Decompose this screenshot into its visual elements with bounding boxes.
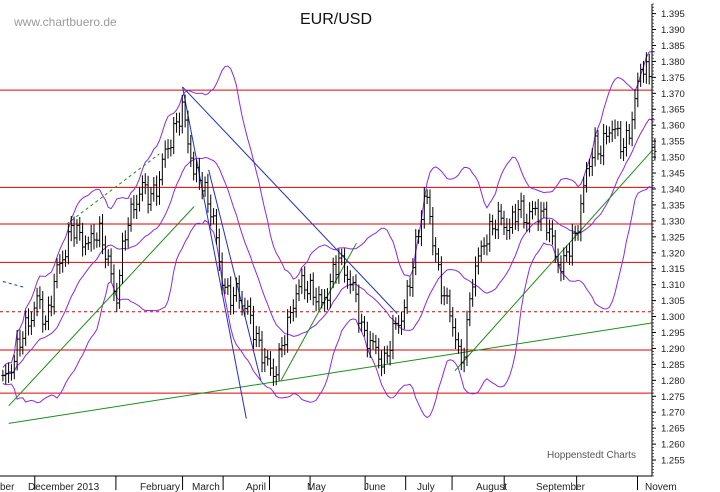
y-tick-label: 1.395 (661, 9, 685, 20)
y-tick-label: 1.310 (661, 280, 685, 291)
x-month-label: December 2013 (28, 482, 100, 492)
y-tick-label: 1.325 (661, 232, 685, 243)
trend-line-blue-6 (182, 86, 398, 314)
y-tick-label: 1.330 (661, 216, 685, 227)
trend-line-blue-7 (208, 169, 262, 381)
watermark: www.chartbuero.de (13, 15, 117, 29)
trend-line-green-1 (8, 206, 195, 407)
x-month-label: June (364, 482, 386, 492)
y-tick-label: 1.320 (661, 248, 685, 259)
trend-line-green-0 (8, 322, 653, 424)
y-tick-label: 1.270 (661, 408, 685, 419)
trend-line-green-3 (280, 242, 357, 381)
y-tick-label: 1.350 (661, 153, 685, 164)
trend-line-blue-5 (182, 86, 247, 419)
trend-line-green-4 (454, 150, 653, 372)
chart-title: EUR/USD (300, 11, 372, 28)
y-tick-label: 1.275 (661, 392, 685, 403)
bollinger-upper (2, 51, 655, 368)
x-month-label: March (192, 482, 220, 492)
trend-line-green-2 (66, 153, 160, 225)
x-month-label: April (246, 482, 266, 492)
axes: 1.255 1.260 1.265 1.270 1.275 1.280 1.285 1.290… (0, 3, 685, 492)
bollinger-lower (2, 186, 655, 419)
y-tick-label: 1.285 (661, 360, 685, 371)
y-tick-label: 1.255 (661, 456, 685, 467)
y-tick-label: 1.380 (661, 57, 685, 68)
y-tick-label: 1.280 (661, 376, 685, 387)
y-tick-label: 1.385 (661, 41, 685, 52)
y-tick-label: 1.300 (661, 312, 685, 323)
y-tick-label: 1.305 (661, 296, 685, 307)
x-month-label: July (417, 482, 435, 492)
y-tick-label: 1.315 (661, 264, 685, 275)
y-tick-label: 1.370 (661, 89, 685, 100)
y-tick-label: 1.355 (661, 137, 685, 148)
y-tick-label: 1.290 (661, 344, 685, 355)
x-month-label: Novem (645, 482, 677, 492)
y-tick-label: 1.340 (661, 184, 685, 195)
y-tick-label: 1.375 (661, 73, 685, 84)
x-month-label: August (476, 482, 507, 492)
x-month-label: September (536, 482, 586, 492)
y-tick-label: 1.345 (661, 169, 685, 180)
trend-lines (2, 86, 653, 424)
x-month-label: February (140, 482, 180, 492)
y-tick-label: 1.295 (661, 328, 685, 339)
y-tick-label: 1.365 (661, 105, 685, 116)
chart-credit: Hoppenstedt Charts (547, 450, 636, 461)
y-tick-label: 1.390 (661, 25, 685, 36)
y-tick-label: 1.335 (661, 200, 685, 211)
y-tick-label: 1.260 (661, 440, 685, 451)
y-tick-label: 1.265 (661, 424, 685, 435)
y-tick-label: 1.360 (661, 121, 685, 132)
x-month-label: ber (0, 482, 15, 492)
x-month-label: May (307, 482, 326, 492)
trend-line-blue-8 (2, 280, 27, 289)
